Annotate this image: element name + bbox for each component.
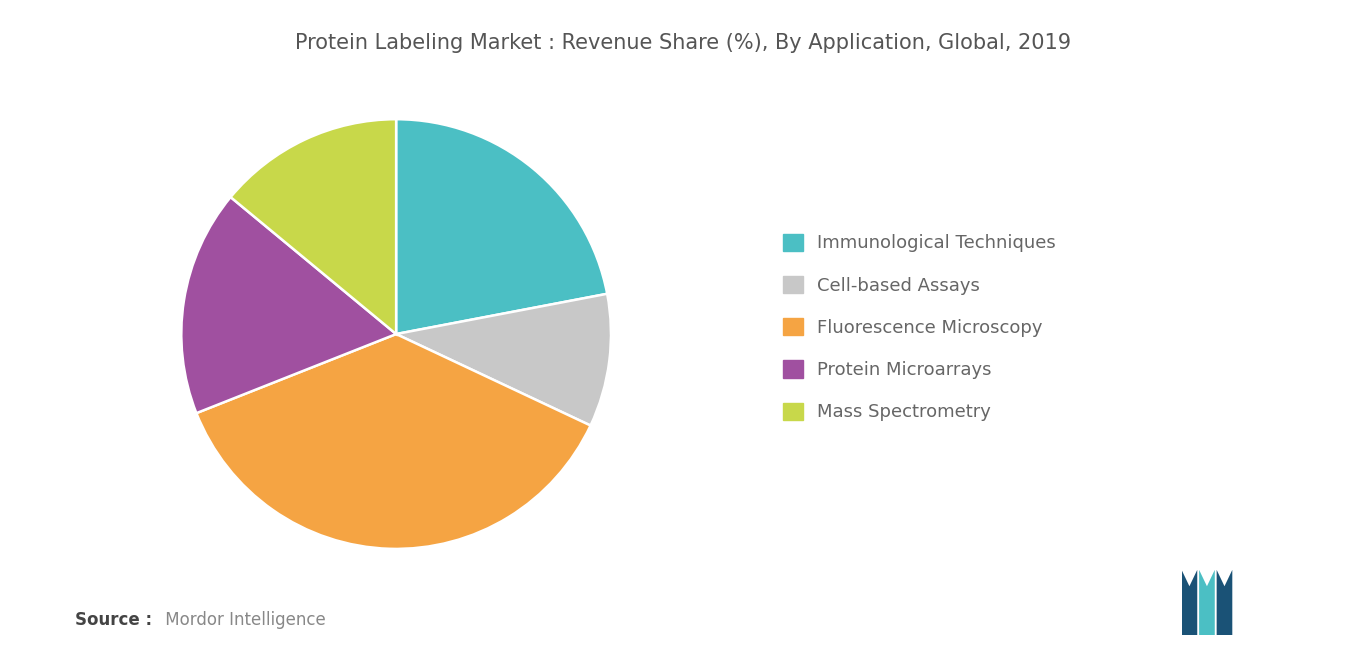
Wedge shape [396,294,611,426]
Polygon shape [1182,570,1197,635]
Polygon shape [1217,570,1232,635]
Legend: Immunological Techniques, Cell-based Assays, Fluorescence Microscopy, Protein Mi: Immunological Techniques, Cell-based Ass… [775,225,1065,430]
Text: Source :: Source : [75,611,152,629]
Wedge shape [396,119,607,334]
Polygon shape [1199,570,1214,635]
Wedge shape [197,334,590,549]
Text: Protein Labeling Market : Revenue Share (%), By Application, Global, 2019: Protein Labeling Market : Revenue Share … [295,33,1071,53]
Wedge shape [231,119,396,334]
Wedge shape [182,197,396,413]
Text: Mordor Intelligence: Mordor Intelligence [160,611,325,629]
